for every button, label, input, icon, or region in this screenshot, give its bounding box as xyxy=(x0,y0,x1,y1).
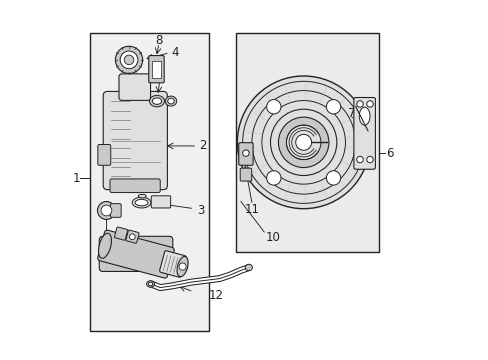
Circle shape xyxy=(356,101,363,107)
FancyBboxPatch shape xyxy=(148,55,164,83)
Circle shape xyxy=(325,100,340,114)
Circle shape xyxy=(295,134,311,150)
Text: 9: 9 xyxy=(156,67,163,80)
Ellipse shape xyxy=(242,150,249,156)
Circle shape xyxy=(270,109,336,176)
Ellipse shape xyxy=(132,197,151,208)
Text: 11: 11 xyxy=(244,203,259,216)
Circle shape xyxy=(325,171,340,185)
Text: 12: 12 xyxy=(208,289,223,302)
Ellipse shape xyxy=(152,98,162,104)
Ellipse shape xyxy=(98,233,111,258)
Ellipse shape xyxy=(148,282,152,286)
Bar xyxy=(235,33,378,252)
FancyBboxPatch shape xyxy=(103,91,167,190)
Text: 4: 4 xyxy=(171,46,179,59)
Circle shape xyxy=(97,202,115,220)
FancyBboxPatch shape xyxy=(99,236,172,271)
Circle shape xyxy=(266,171,281,185)
FancyBboxPatch shape xyxy=(125,230,139,243)
Ellipse shape xyxy=(167,98,174,104)
FancyBboxPatch shape xyxy=(119,74,150,100)
Circle shape xyxy=(179,263,186,270)
FancyBboxPatch shape xyxy=(98,230,174,278)
Text: 5: 5 xyxy=(102,233,110,246)
FancyBboxPatch shape xyxy=(110,179,160,193)
Circle shape xyxy=(124,55,134,65)
Ellipse shape xyxy=(149,95,164,107)
Text: 6: 6 xyxy=(385,147,393,159)
Circle shape xyxy=(101,205,112,216)
FancyBboxPatch shape xyxy=(353,98,375,169)
Circle shape xyxy=(266,100,281,114)
Circle shape xyxy=(278,117,328,167)
Circle shape xyxy=(129,234,135,240)
FancyBboxPatch shape xyxy=(159,251,186,277)
Ellipse shape xyxy=(177,256,188,277)
Circle shape xyxy=(120,51,138,69)
FancyBboxPatch shape xyxy=(240,168,251,181)
Ellipse shape xyxy=(165,96,176,106)
FancyBboxPatch shape xyxy=(114,227,127,240)
Circle shape xyxy=(115,46,142,73)
FancyBboxPatch shape xyxy=(110,204,121,217)
Circle shape xyxy=(286,125,320,159)
FancyBboxPatch shape xyxy=(151,196,170,208)
Circle shape xyxy=(366,156,372,163)
Bar xyxy=(152,60,160,78)
Text: 10: 10 xyxy=(265,231,280,244)
Ellipse shape xyxy=(244,264,252,271)
Ellipse shape xyxy=(146,281,154,287)
Circle shape xyxy=(356,156,363,163)
Text: 8: 8 xyxy=(155,33,163,47)
Text: 2: 2 xyxy=(199,139,206,152)
Ellipse shape xyxy=(138,194,146,198)
Ellipse shape xyxy=(135,199,148,206)
Circle shape xyxy=(366,101,372,107)
Text: 3: 3 xyxy=(197,204,204,217)
FancyBboxPatch shape xyxy=(98,144,110,165)
Ellipse shape xyxy=(359,107,369,125)
Text: 1: 1 xyxy=(72,172,80,185)
Circle shape xyxy=(237,76,369,209)
Bar xyxy=(90,33,208,330)
FancyBboxPatch shape xyxy=(238,143,253,165)
Text: 7: 7 xyxy=(347,107,355,120)
